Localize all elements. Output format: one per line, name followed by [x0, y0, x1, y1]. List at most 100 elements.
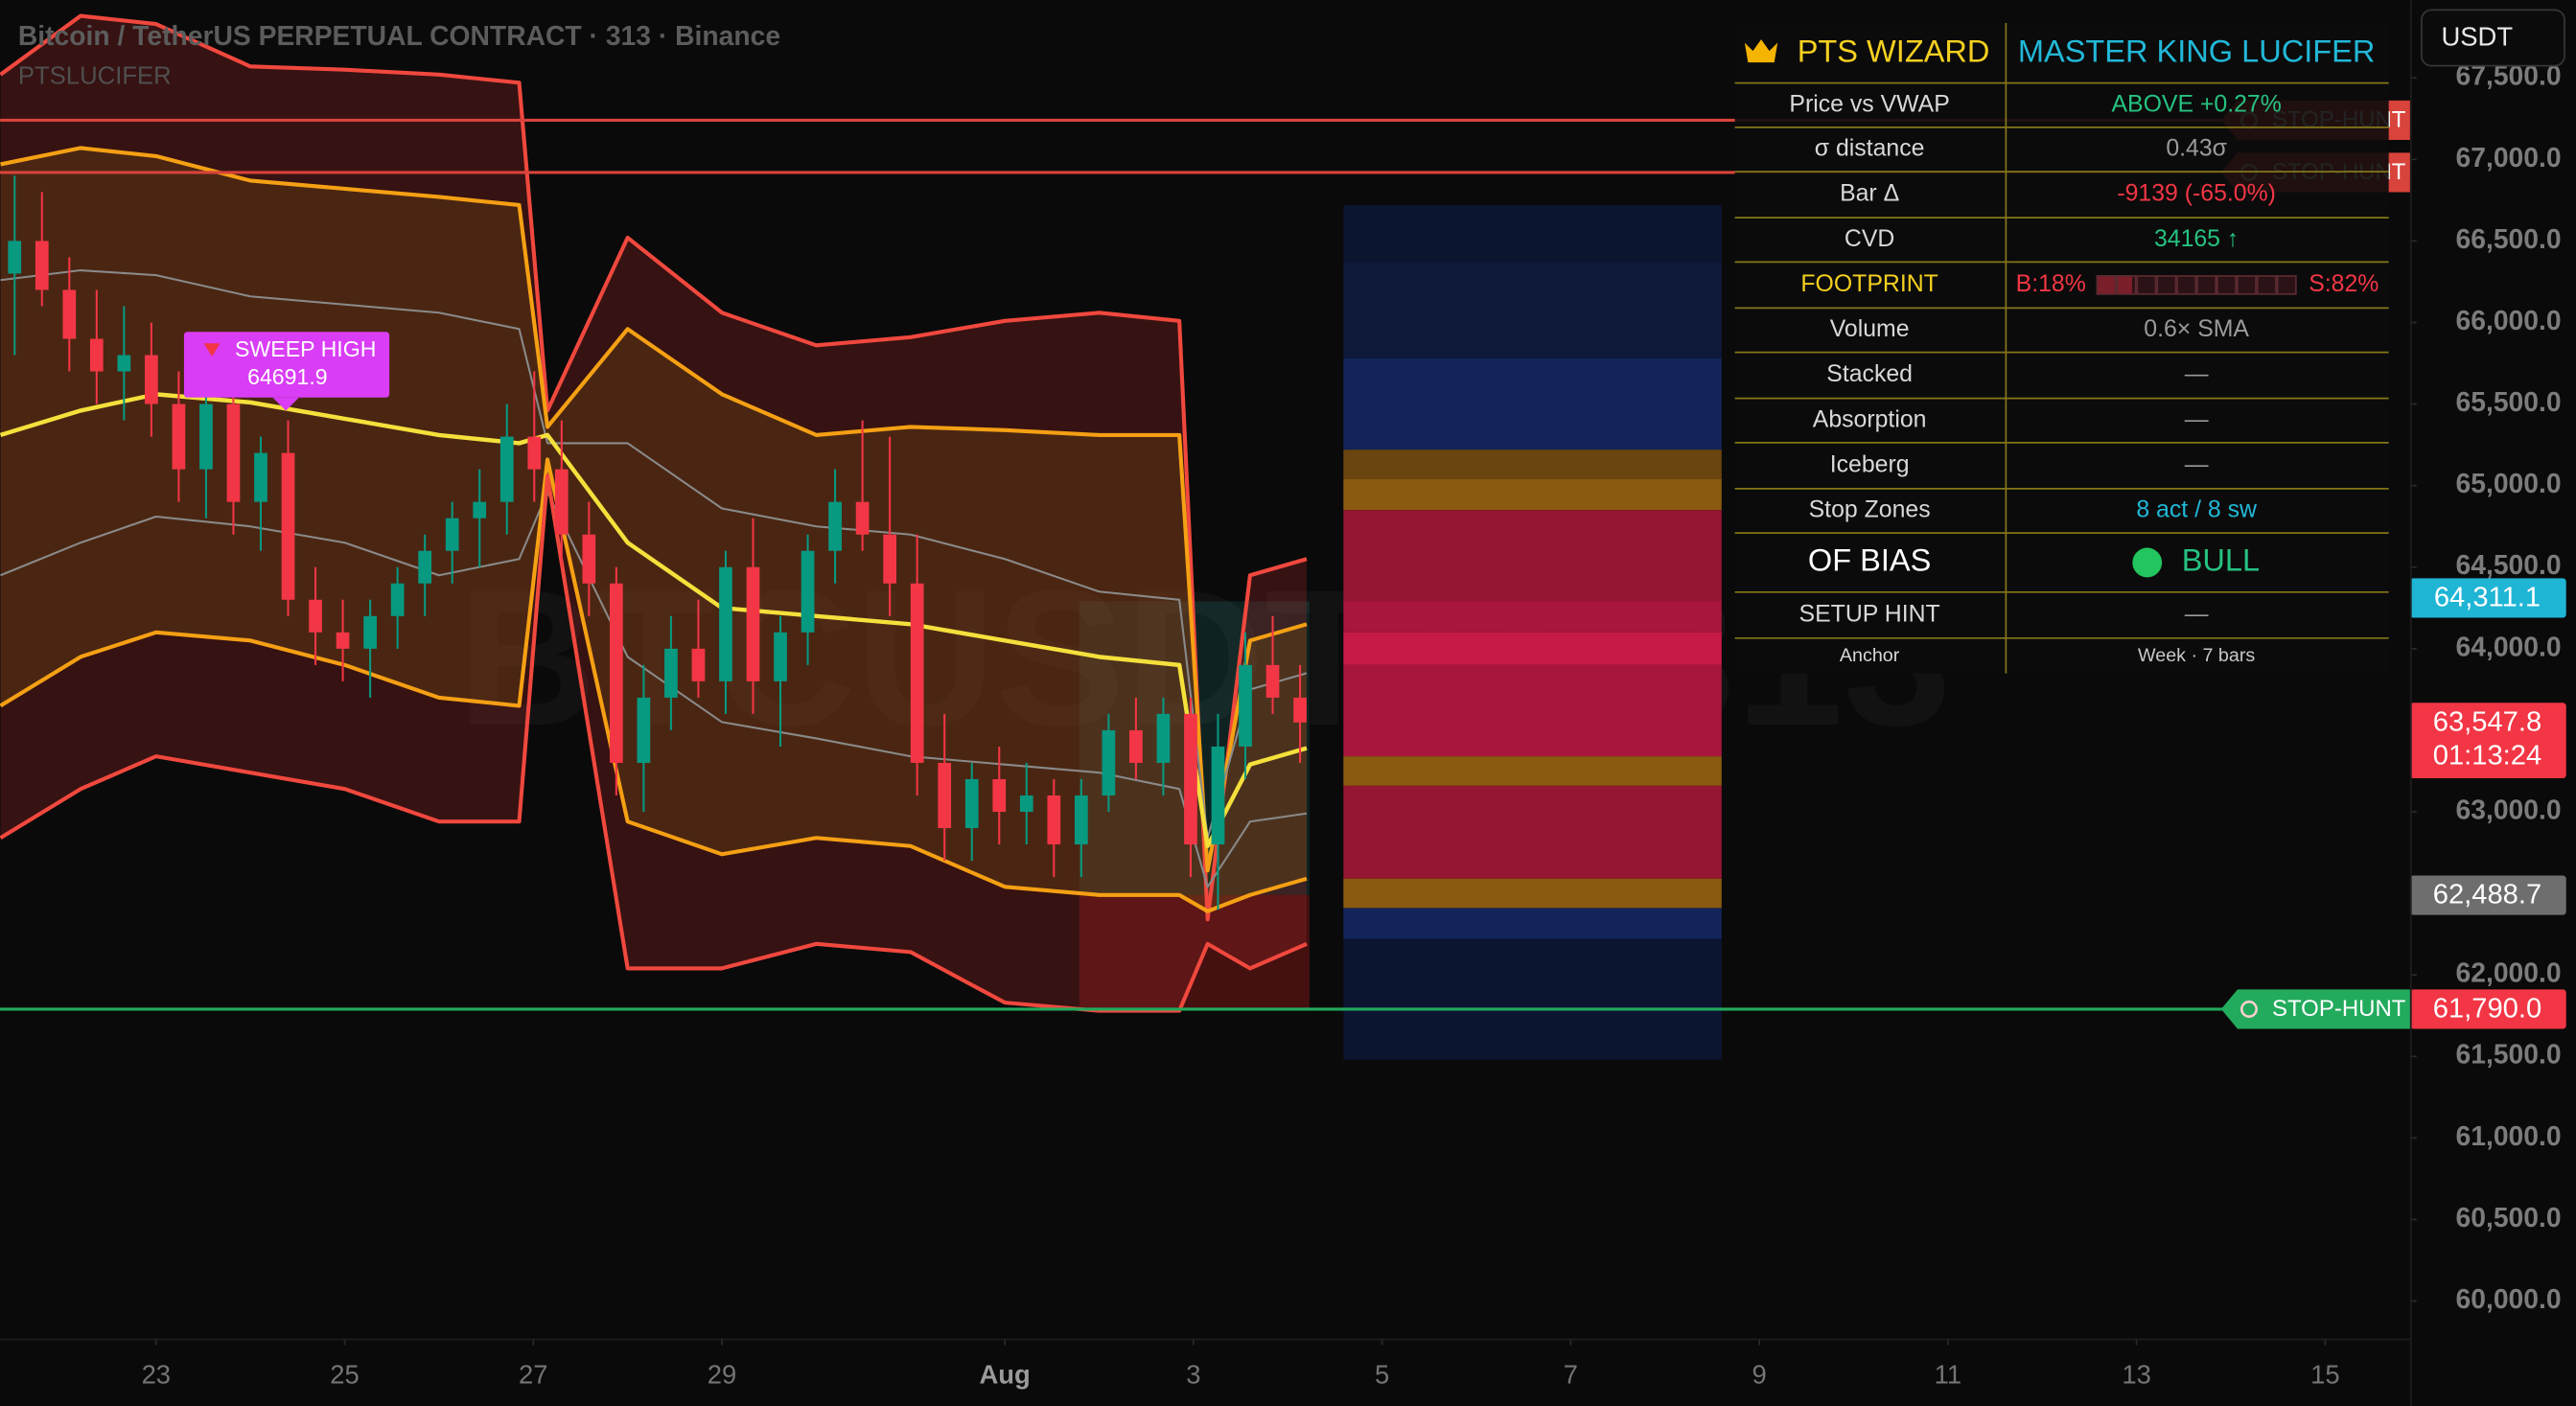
row-value: -9139 (-65.0%) [2117, 181, 2276, 207]
candle-body [527, 436, 542, 470]
x-tick-label: 15 [2310, 1359, 2339, 1389]
candle-body [62, 289, 77, 339]
row-value: — [2185, 601, 2209, 627]
profile-row [1343, 785, 1722, 879]
price-label: 61,790.0 [2433, 993, 2541, 1024]
currency-label[interactable]: USDT [2441, 22, 2513, 52]
y-tick-label: 65,500.0 [2456, 386, 2562, 417]
candle-body [499, 436, 514, 502]
candle-body [117, 355, 131, 372]
x-tick-label: 25 [330, 1359, 359, 1389]
row-value: 34165 ↑ [2154, 226, 2239, 252]
row-value: ABOVE +0.27% [2111, 91, 2281, 117]
candle-body [172, 403, 186, 470]
candle-body [8, 241, 22, 274]
x-tick-label: 9 [1752, 1359, 1767, 1389]
x-tick-label: 7 [1564, 1359, 1578, 1389]
y-tick-label: 62,000.0 [2456, 957, 2562, 988]
footprint-cell [2096, 275, 2117, 295]
footprint-buy-bar [2096, 275, 2133, 295]
band-line [0, 13, 1308, 922]
footprint-cell [2216, 275, 2237, 295]
row-value: 8 act / 8 sw [2136, 497, 2257, 523]
annotation-pointer [272, 397, 299, 411]
candle-body [664, 648, 678, 698]
footprint-cell [2176, 275, 2197, 295]
candle-body [363, 615, 377, 649]
candle-body [89, 338, 104, 372]
candle-body [418, 550, 432, 584]
candle-body [1102, 729, 1116, 796]
candle-body [801, 550, 815, 633]
level-icon [2239, 1000, 2258, 1018]
row-value: — [2185, 361, 2209, 387]
band-line [0, 473, 1308, 1013]
candle-body [1184, 713, 1197, 845]
candle-body [582, 534, 596, 584]
currency-button[interactable] [2421, 9, 2565, 67]
candle-body [855, 501, 870, 535]
candle-body [145, 355, 158, 404]
profile-row [1343, 262, 1722, 358]
row-label: Iceberg [1830, 451, 1910, 477]
candle-body [691, 648, 706, 681]
footprint-cell [2276, 275, 2297, 295]
x-tick-label: 3 [1186, 1359, 1200, 1389]
candle-body [964, 778, 979, 829]
annotation-label: SWEEP HIGH [235, 336, 376, 361]
bias-icon [2132, 547, 2163, 578]
candle-body [336, 632, 350, 649]
x-tick-label: 5 [1375, 1359, 1389, 1389]
row-label: Anchor [1840, 645, 1900, 666]
price-label-timer: 01:13:24 [2433, 740, 2541, 771]
profile-row [1343, 938, 1722, 1060]
y-tick-label: 63,000.0 [2456, 794, 2562, 824]
y-tick-label: 64,000.0 [2456, 631, 2562, 661]
profile-row [1343, 449, 1722, 479]
band-line [0, 392, 1308, 848]
candle-body [1211, 746, 1225, 845]
price-label-box [2409, 989, 2566, 1029]
band-line [0, 146, 1308, 873]
x-tick-label: 13 [2122, 1359, 2150, 1389]
y-tick-label: 66,500.0 [2456, 223, 2562, 254]
profile-row [1343, 908, 1722, 939]
profile-row [1343, 357, 1722, 450]
candle-body [473, 501, 487, 519]
annotation-value: 64691.9 [247, 364, 328, 389]
footprint-sell: S:82% [2309, 271, 2379, 297]
x-tick-label: 11 [1935, 1359, 1961, 1389]
row-value: Week · 7 bars [2138, 645, 2255, 666]
candle-body [1019, 795, 1033, 813]
profile-row [1343, 510, 1722, 602]
footprint-cell [2116, 275, 2137, 295]
profile-row [1343, 478, 1722, 511]
candle-body [1047, 795, 1061, 845]
row-label: Stop Zones [1809, 497, 1931, 523]
candle-body [1156, 713, 1171, 763]
y-tick-label: 66,000.0 [2456, 305, 2562, 335]
candle-body [637, 697, 651, 763]
candle-body [938, 762, 952, 829]
price-label: 62,488.7 [2433, 880, 2541, 910]
candle-body [199, 403, 213, 470]
candle-body [610, 583, 623, 763]
candle-body [1129, 729, 1143, 763]
row-label: SETUP HINT [1799, 601, 1940, 627]
annotation-box [183, 332, 390, 398]
chart-subtitle: PTSLUCIFER [18, 62, 172, 89]
row-value: BULL [2182, 543, 2260, 578]
row-label: Stacked [1826, 361, 1913, 387]
profile-row [1343, 632, 1722, 665]
candle-body [746, 566, 760, 681]
band-line [0, 269, 1308, 840]
table-background [1734, 23, 2389, 674]
y-tick-label: 64,500.0 [2456, 549, 2562, 580]
row-label: Volume [1830, 316, 1910, 342]
candle-body [1239, 664, 1252, 747]
footprint-cell [2196, 275, 2217, 295]
candle-body [254, 452, 267, 502]
profile-row [1343, 878, 1722, 909]
y-tick-label: 65,000.0 [2456, 468, 2562, 498]
